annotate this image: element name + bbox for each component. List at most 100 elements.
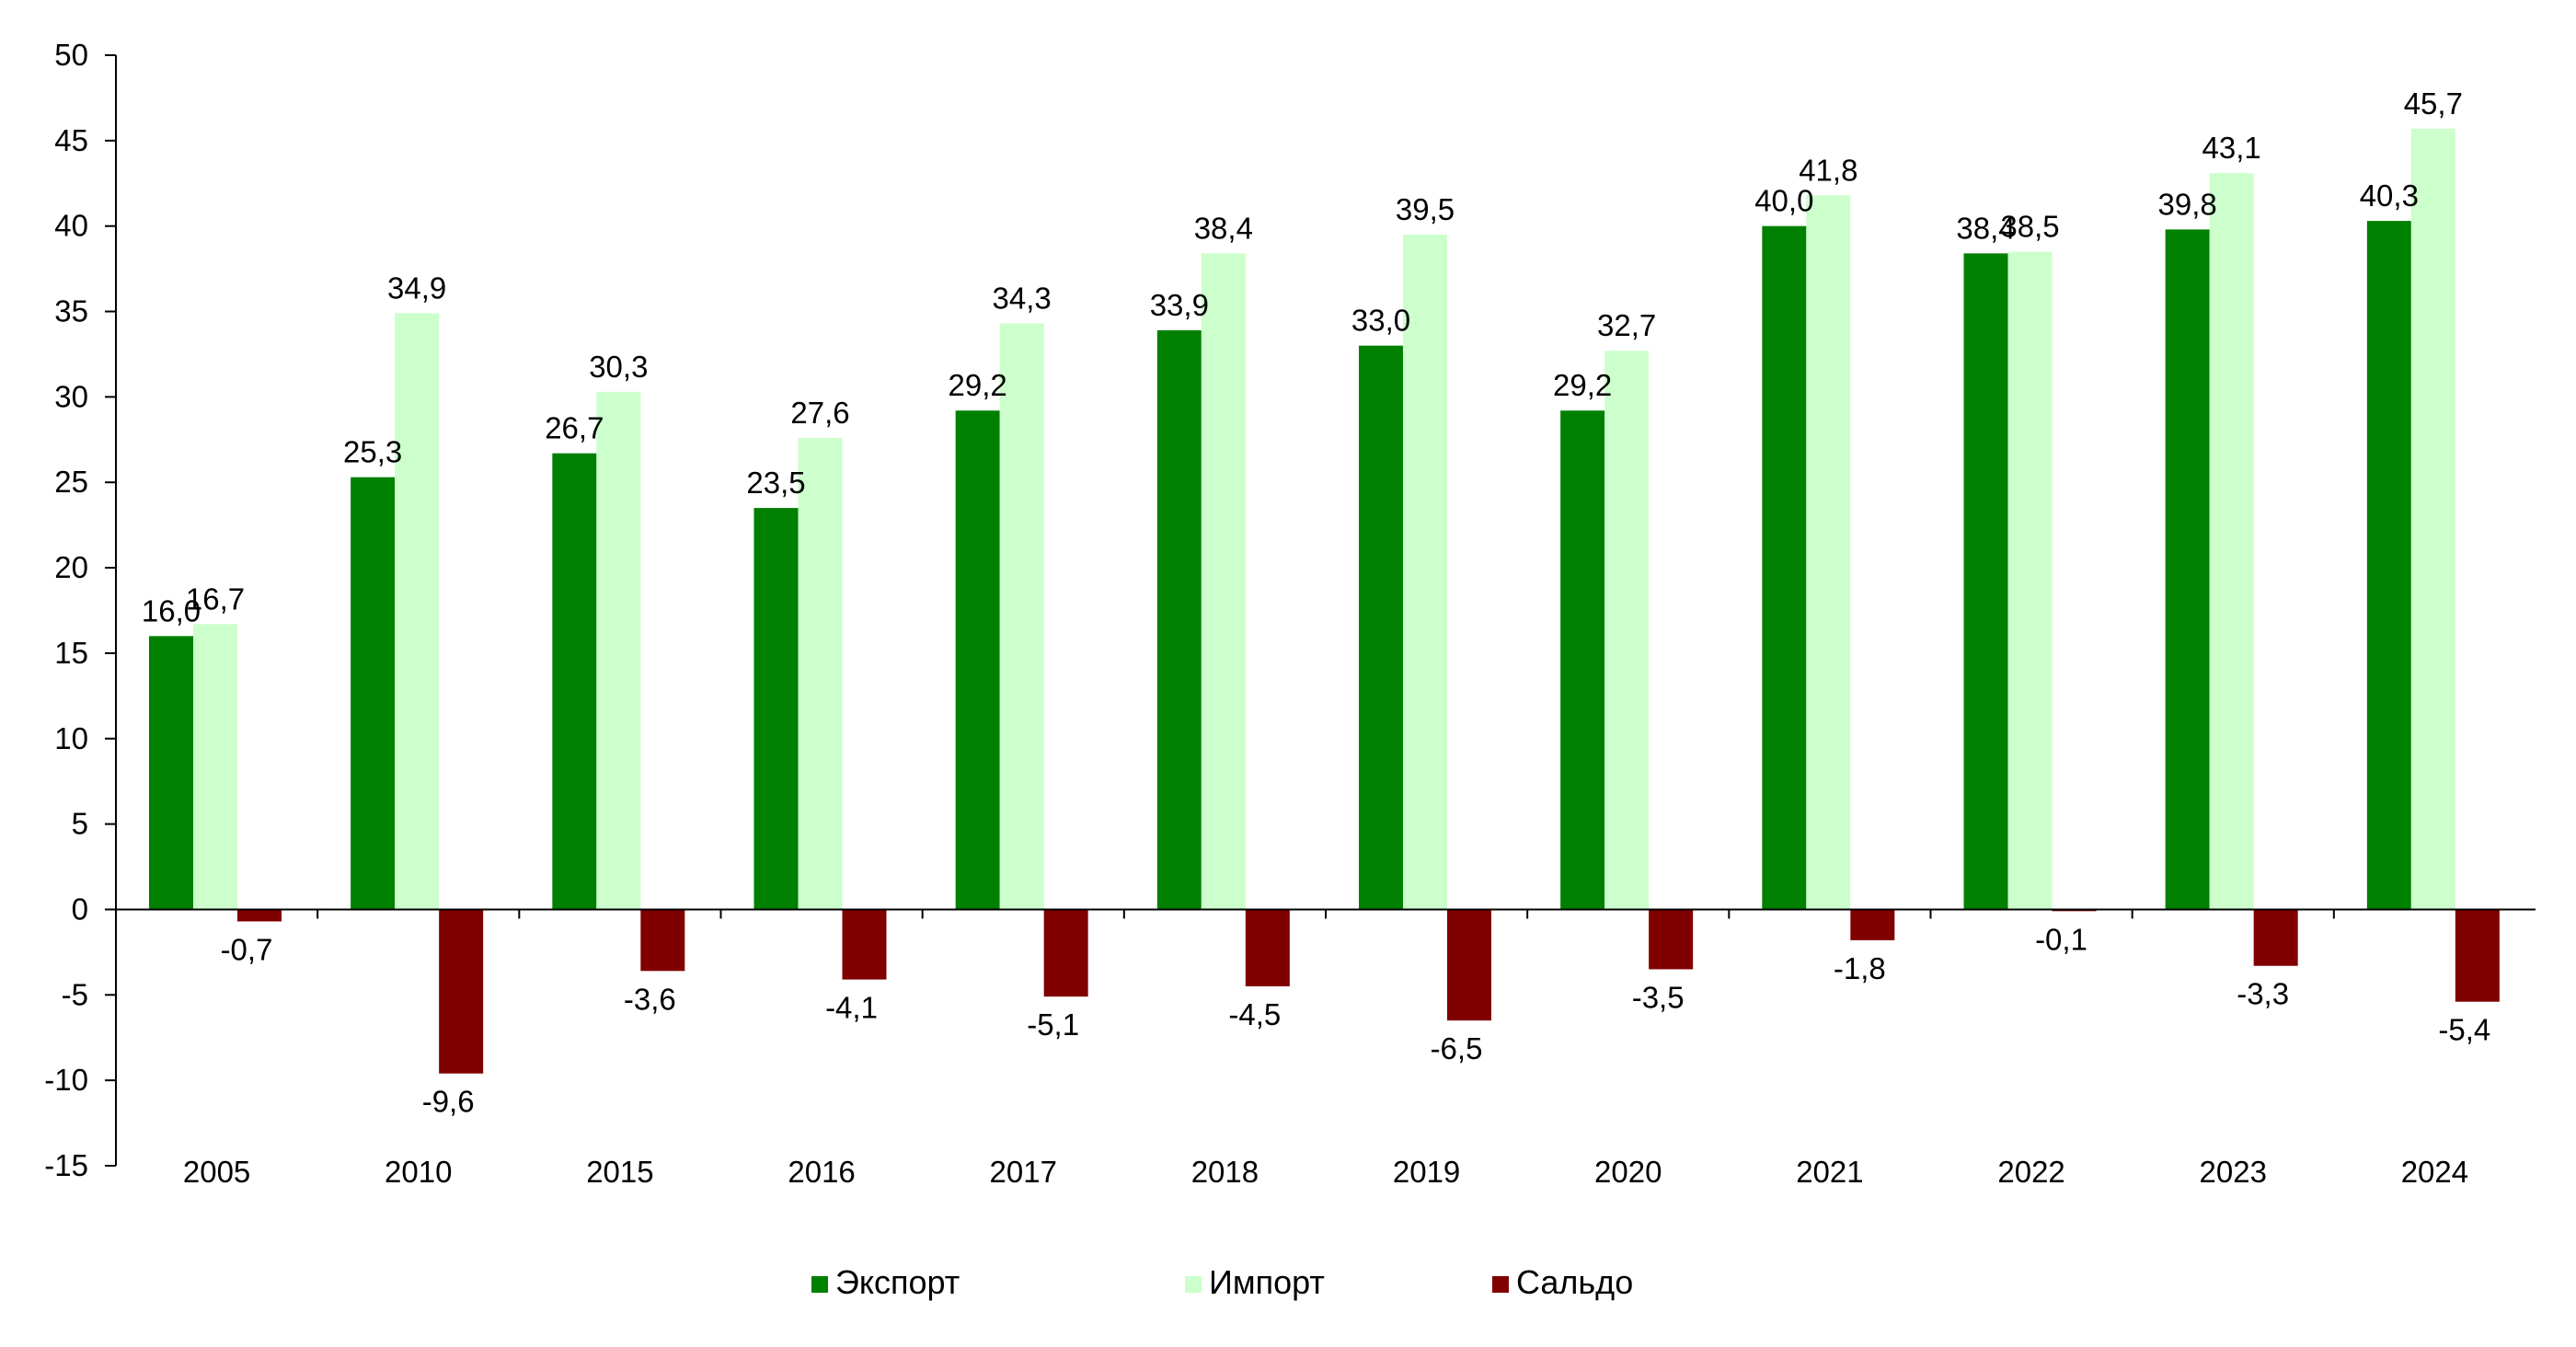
bar-сальдо-2015 bbox=[640, 909, 685, 972]
data-label-сальдо-2015: -3,6 bbox=[624, 982, 676, 1016]
data-label-экспорт-2022: 38,4 bbox=[1956, 211, 2015, 245]
bar-экспорт-2022 bbox=[1963, 253, 2008, 910]
y-tick-label: 30 bbox=[54, 379, 88, 413]
data-label-сальдо-2020: -3,5 bbox=[1632, 980, 1685, 1014]
data-label-экспорт-2016: 23,5 bbox=[746, 466, 805, 500]
data-label-экспорт-2023: 39,8 bbox=[2158, 187, 2217, 221]
y-tick-label: 20 bbox=[54, 550, 88, 584]
data-label-импорт-2022: 38,5 bbox=[2000, 210, 2059, 244]
data-label-экспорт-2010: 25,3 bbox=[343, 435, 402, 469]
data-label-импорт-2010: 34,9 bbox=[387, 271, 446, 305]
bar-сальдо-2017 bbox=[1043, 909, 1088, 997]
legend: Экспорт Импорт Сальдо bbox=[811, 1263, 1633, 1301]
y-tick-label: -15 bbox=[44, 1148, 88, 1182]
data-label-сальдо-2021: -1,8 bbox=[1834, 951, 1886, 985]
bar-импорт-2020 bbox=[1604, 351, 1650, 910]
bar-сальдо-2023 bbox=[2253, 909, 2298, 966]
y-tick-label: 40 bbox=[54, 209, 88, 243]
x-tick-label: 2010 bbox=[385, 1155, 452, 1189]
data-label-импорт-2021: 41,8 bbox=[1799, 153, 1857, 187]
legend-swatch-сальдо bbox=[1492, 1276, 1509, 1293]
legend-swatch-импорт bbox=[1185, 1276, 1202, 1293]
y-tick-label: 50 bbox=[54, 38, 88, 72]
x-tick-label: 2020 bbox=[1594, 1155, 1662, 1189]
bar-сальдо-2018 bbox=[1245, 909, 1290, 987]
bar-импорт-2016 bbox=[798, 437, 843, 910]
x-tick-label: 2016 bbox=[788, 1155, 855, 1189]
bar-экспорт-2017 bbox=[955, 410, 1000, 910]
x-tick-label: 2019 bbox=[1393, 1155, 1460, 1189]
x-tick-label: 2021 bbox=[1796, 1155, 1863, 1189]
legend-label-импорт: Импорт bbox=[1209, 1263, 1325, 1301]
data-label-импорт-2024: 45,7 bbox=[2404, 86, 2463, 121]
x-tick-label: 2017 bbox=[990, 1155, 1057, 1189]
x-tick-label: 2018 bbox=[1191, 1155, 1259, 1189]
bar-импорт-2024 bbox=[2410, 128, 2455, 910]
bar-сальдо-2024 bbox=[2455, 909, 2500, 1002]
bar-экспорт-2016 bbox=[753, 508, 799, 910]
y-tick-label: 10 bbox=[54, 721, 88, 755]
data-label-сальдо-2024: -5,4 bbox=[2438, 1013, 2490, 1047]
data-label-сальдо-2022: -0,1 bbox=[2035, 922, 2087, 956]
x-tick-label: 2005 bbox=[183, 1155, 250, 1189]
bar-экспорт-2015 bbox=[552, 453, 597, 910]
data-label-импорт-2017: 34,3 bbox=[993, 282, 1052, 316]
x-axis-labels: 2005 2010 2015 2016 2017 2018 2019 2020 2021 2022… bbox=[183, 1155, 2468, 1189]
data-label-импорт-2018: 38,4 bbox=[1194, 211, 1253, 245]
data-label-сальдо-2016: -4,1 bbox=[825, 991, 878, 1025]
bar-экспорт-2024 bbox=[2366, 221, 2411, 910]
y-tick-label: -10 bbox=[44, 1063, 88, 1097]
bar-сальдо-2019 bbox=[1447, 909, 1491, 1021]
bar-импорт-2005 bbox=[193, 624, 237, 910]
y-tick-label: 15 bbox=[54, 636, 88, 670]
x-tick-label: 2022 bbox=[1997, 1155, 2064, 1189]
bar-сальдо-2020 bbox=[1649, 909, 1694, 970]
data-label-импорт-2005: 16,7 bbox=[186, 581, 245, 616]
bar-сальдо-2010 bbox=[439, 909, 484, 1074]
data-label-сальдо-2010: -9,6 bbox=[422, 1085, 475, 1119]
x-tick-label: 2015 bbox=[586, 1155, 653, 1189]
data-label-экспорт-2017: 29,2 bbox=[949, 368, 1007, 402]
data-label-экспорт-2019: 33,0 bbox=[1351, 304, 1410, 338]
bar-импорт-2023 bbox=[2209, 173, 2254, 910]
data-label-экспорт-2020: 29,2 bbox=[1553, 368, 1612, 402]
bar-импорт-2021 bbox=[1806, 195, 1851, 910]
axes-group bbox=[115, 55, 2536, 1166]
y-tick-label: 0 bbox=[72, 892, 88, 926]
x-tick-label: 2023 bbox=[2200, 1155, 2267, 1189]
bar-импорт-2017 bbox=[999, 323, 1044, 910]
legend-label-сальдо: Сальдо bbox=[1516, 1263, 1633, 1301]
data-label-сальдо-2023: -3,3 bbox=[2237, 977, 2289, 1011]
bar-импорт-2018 bbox=[1201, 253, 1246, 910]
y-tick-label: -5 bbox=[62, 977, 88, 1011]
data-label-экспорт-2021: 40,0 bbox=[1754, 184, 1813, 218]
bar-сальдо-2005 bbox=[237, 909, 282, 922]
y-tick-label: 25 bbox=[54, 465, 88, 499]
data-label-сальдо-2005: -0,7 bbox=[221, 932, 273, 966]
data-labels-group: 16,016,7 -0,7 25,3 34,9 -9,6 26,7 30,3 -3,6 23,5… bbox=[142, 86, 2490, 1119]
bar-импорт-2019 bbox=[1403, 234, 1447, 910]
legend-swatch-экспорт bbox=[811, 1276, 828, 1293]
bar-экспорт-2021 bbox=[1762, 225, 1807, 910]
data-label-экспорт-2005: 16,0 bbox=[142, 593, 201, 627]
data-label-импорт-2019: 39,5 bbox=[1396, 192, 1455, 226]
bar-импорт-2015 bbox=[596, 391, 641, 910]
bar-сальдо-2016 bbox=[842, 909, 887, 980]
bar-экспорт-2018 bbox=[1156, 329, 1202, 910]
data-label-импорт-2023: 43,1 bbox=[2202, 131, 2261, 165]
legend-label-экспорт: Экспорт bbox=[835, 1263, 960, 1301]
bar-экспорт-2010 bbox=[351, 477, 396, 910]
data-label-экспорт-2018: 33,9 bbox=[1150, 288, 1209, 322]
data-label-сальдо-2019: -6,5 bbox=[1431, 1031, 1483, 1065]
bar-экспорт-2023 bbox=[2165, 229, 2210, 910]
data-label-сальдо-2017: -5,1 bbox=[1027, 1007, 1079, 1042]
data-label-экспорт-2024: 40,3 bbox=[2360, 178, 2419, 213]
y-tick-label: 45 bbox=[54, 123, 88, 157]
data-label-экспорт-2015: 26,7 bbox=[545, 411, 604, 445]
y-tick-label: 35 bbox=[54, 294, 88, 328]
data-label-сальдо-2018: -4,5 bbox=[1228, 997, 1281, 1031]
bar-экспорт-2005 bbox=[149, 636, 193, 910]
data-label-импорт-2016: 27,6 bbox=[790, 396, 849, 430]
